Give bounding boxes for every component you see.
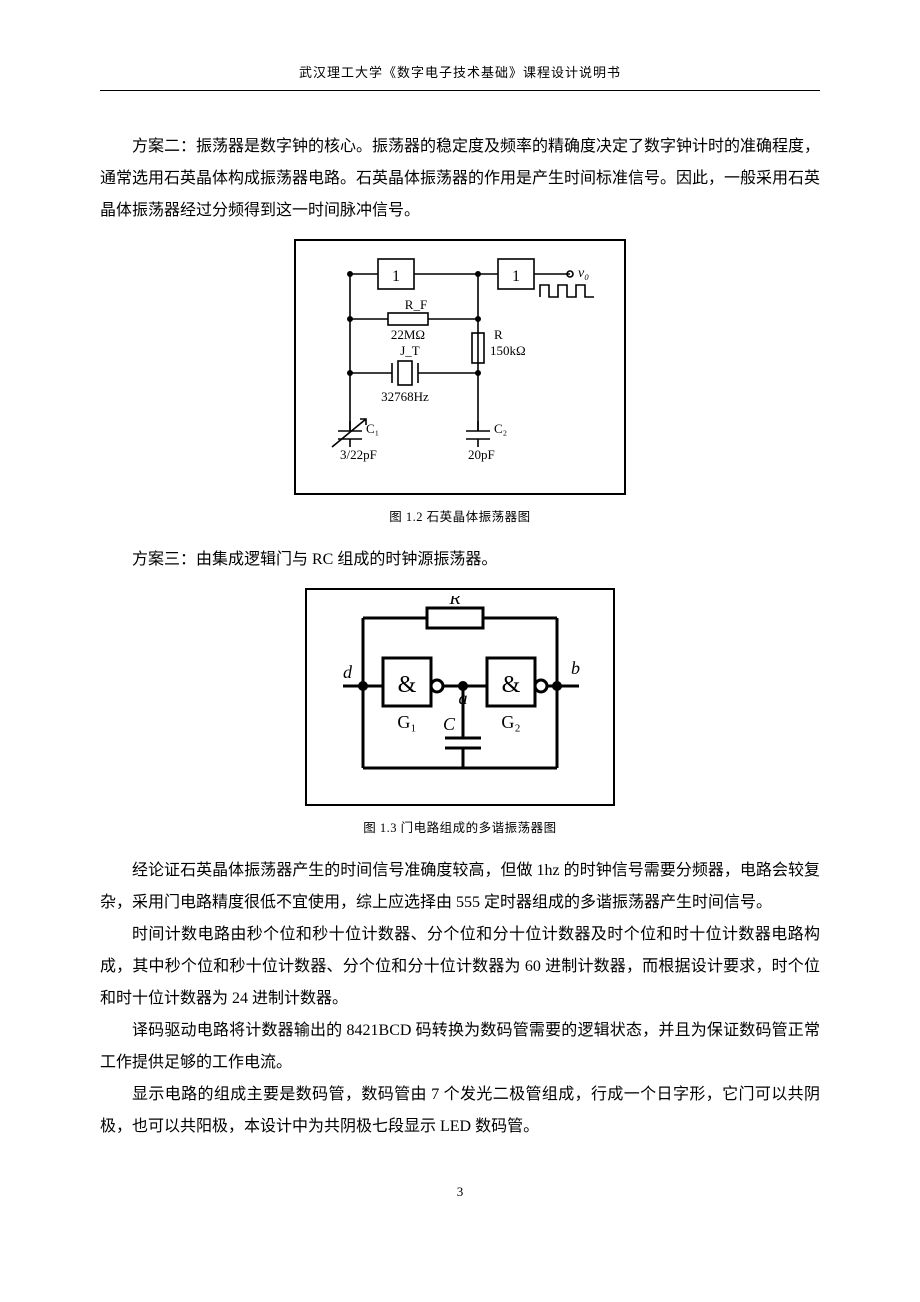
body-para-0: 经论证石英晶体振荡器产生的时间信号准确度较高，但做 1hz 的时钟信号需要分频器…	[100, 855, 820, 919]
rc-gate-oscillator-diagram: R & & d a	[315, 596, 605, 786]
figure-2-caption: 图 1.3 门电路组成的多谐振荡器图	[100, 816, 820, 841]
c1-val-label: 3/22pF	[340, 447, 377, 462]
vo-label: v₀	[578, 266, 589, 281]
c2-label: C₂	[494, 421, 507, 436]
b-label: b	[571, 658, 580, 678]
body-para-1: 时间计数电路由秒个位和秒十位计数器、分个位和分十位计数器及时个位和时十位计数器电…	[100, 919, 820, 1015]
crystal-freq-label: 32768Hz	[381, 389, 429, 404]
gate2-amp: &	[502, 672, 521, 698]
mid-paragraph: 方案三：由集成逻辑门与 RC 组成的时钟源振荡器。	[100, 544, 820, 576]
body-para-3: 显示电路的组成主要是数码管，数码管由 7 个发光二极管组成，行成一个日字形，它门…	[100, 1079, 820, 1143]
figure-1-wrap: 1 1 v₀	[100, 239, 820, 495]
c-label: C	[443, 714, 456, 734]
c1-label: C₁	[366, 421, 379, 436]
page-number: 3	[100, 1179, 820, 1205]
figure-2-box: R & & d a	[305, 588, 615, 806]
page-header: 武汉理工大学《数字电子技术基础》课程设计说明书	[100, 60, 820, 86]
gate1-amp: &	[398, 672, 417, 698]
intro-paragraph: 方案二：振荡器是数字钟的核心。振荡器的稳定度及频率的精确度决定了数字钟计时的准确…	[100, 131, 820, 227]
jt-label: J_T	[400, 343, 420, 358]
header-underline	[100, 90, 820, 91]
r-label: R	[494, 327, 503, 342]
gate1-label: 1	[392, 268, 400, 285]
c2-val-label: 20pF	[468, 447, 495, 462]
g1-label: G₁	[397, 712, 416, 732]
gate2-label: 1	[512, 268, 520, 285]
g2-label: G₂	[501, 712, 520, 732]
r-top-label: R	[449, 596, 461, 608]
figure-2-wrap: R & & d a	[100, 588, 820, 806]
d-label: d	[343, 662, 353, 682]
rf-label: R_F	[405, 297, 427, 312]
crystal-oscillator-diagram: 1 1 v₀	[310, 251, 610, 471]
body-para-2: 译码驱动电路将计数器输出的 8421BCD 码转换为数码管需要的逻辑状态，并且为…	[100, 1015, 820, 1079]
rf-val-label: 22MΩ	[391, 327, 425, 342]
figure-1-caption: 图 1.2 石英晶体振荡器图	[100, 505, 820, 530]
figure-1-box: 1 1 v₀	[294, 239, 626, 495]
r-val-label: 150kΩ	[490, 343, 526, 358]
